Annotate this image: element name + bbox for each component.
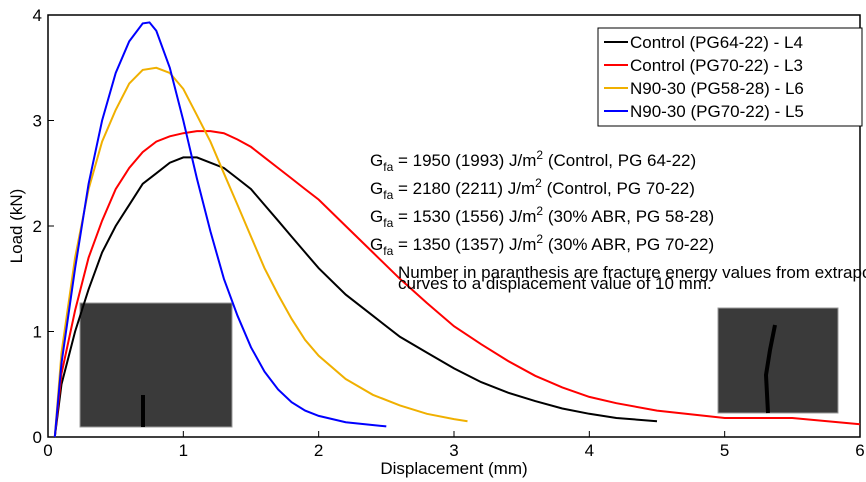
annotation-subscript: fa	[383, 188, 393, 202]
legend-label: N90-30 (PG70-22) - L5	[630, 102, 804, 121]
specimen-photo-after	[717, 307, 839, 414]
annotation: Gfa = 1950 (1993) J/m2 (Control, PG 64-2…	[370, 148, 696, 174]
annotation-text: = 1950 (1993) J/m	[393, 151, 536, 170]
x-tick-label: 1	[179, 441, 188, 460]
y-axis-label: Load (kN)	[7, 189, 26, 264]
y-tick-label: 4	[33, 6, 42, 25]
x-tick-label: 2	[314, 441, 323, 460]
x-tick-label: 6	[855, 441, 864, 460]
y-tick-label: 0	[33, 428, 42, 447]
footnote: Number in paranthesis are fracture energ…	[398, 263, 866, 282]
annotation-subscript: fa	[383, 216, 393, 230]
annotation-superscript: 2	[536, 148, 543, 162]
legend-label: Control (PG70-22) - L3	[630, 56, 803, 75]
annotation: Gfa = 1530 (1556) J/m2 (30% ABR, PG 58-2…	[370, 204, 714, 230]
data-line	[53, 130, 861, 438]
y-tick-label: 3	[33, 112, 42, 131]
annotation-symbol: G	[370, 151, 383, 170]
photo-crack	[763, 324, 777, 414]
data-line	[53, 66, 468, 438]
x-tick-label: 0	[43, 441, 52, 460]
annotation-note: (30% ABR, PG 58-28)	[543, 207, 714, 226]
annotation-superscript: 2	[536, 204, 543, 218]
x-axis-label: Displacement (mm)	[380, 459, 527, 478]
annotation-subscript: fa	[383, 244, 393, 258]
annotation-superscript: 2	[535, 176, 542, 190]
x-tick-label: 5	[720, 441, 729, 460]
annotation-symbol: G	[370, 235, 383, 254]
legend-label: N90-30 (PG58-28) - L6	[630, 79, 804, 98]
annotation-symbol: G	[370, 179, 383, 198]
legend-box	[597, 27, 863, 127]
annotation-note: (30% ABR, PG 70-22)	[543, 235, 714, 254]
data-line	[53, 156, 658, 438]
footnote: curves to a displacement value of 10 mm.	[398, 274, 712, 293]
annotation-subscript: fa	[383, 160, 393, 174]
annotation-text: = 2180 (2211) J/m	[393, 179, 535, 198]
x-tick-label: 4	[585, 441, 594, 460]
data-line	[53, 21, 387, 438]
annotation-text: = 1350 (1357) J/m	[393, 235, 536, 254]
annotation: Gfa = 2180 (2211) J/m2 (Control, PG 70-2…	[370, 176, 695, 202]
annotation-symbol: G	[370, 207, 383, 226]
annotation: Gfa = 1350 (1357) J/m2 (30% ABR, PG 70-2…	[370, 232, 714, 258]
specimen-photo-before	[79, 302, 233, 428]
annotation-text: = 1530 (1556) J/m	[393, 207, 536, 226]
annotation-superscript: 2	[536, 232, 543, 246]
y-tick-label: 2	[33, 217, 42, 236]
annotation-note: (Control, PG 70-22)	[542, 179, 695, 198]
x-tick-label: 3	[449, 441, 458, 460]
annotation-note: (Control, PG 64-22)	[543, 151, 696, 170]
y-tick-label: 1	[33, 323, 42, 342]
legend-label: Control (PG64-22) - L4	[630, 33, 803, 52]
